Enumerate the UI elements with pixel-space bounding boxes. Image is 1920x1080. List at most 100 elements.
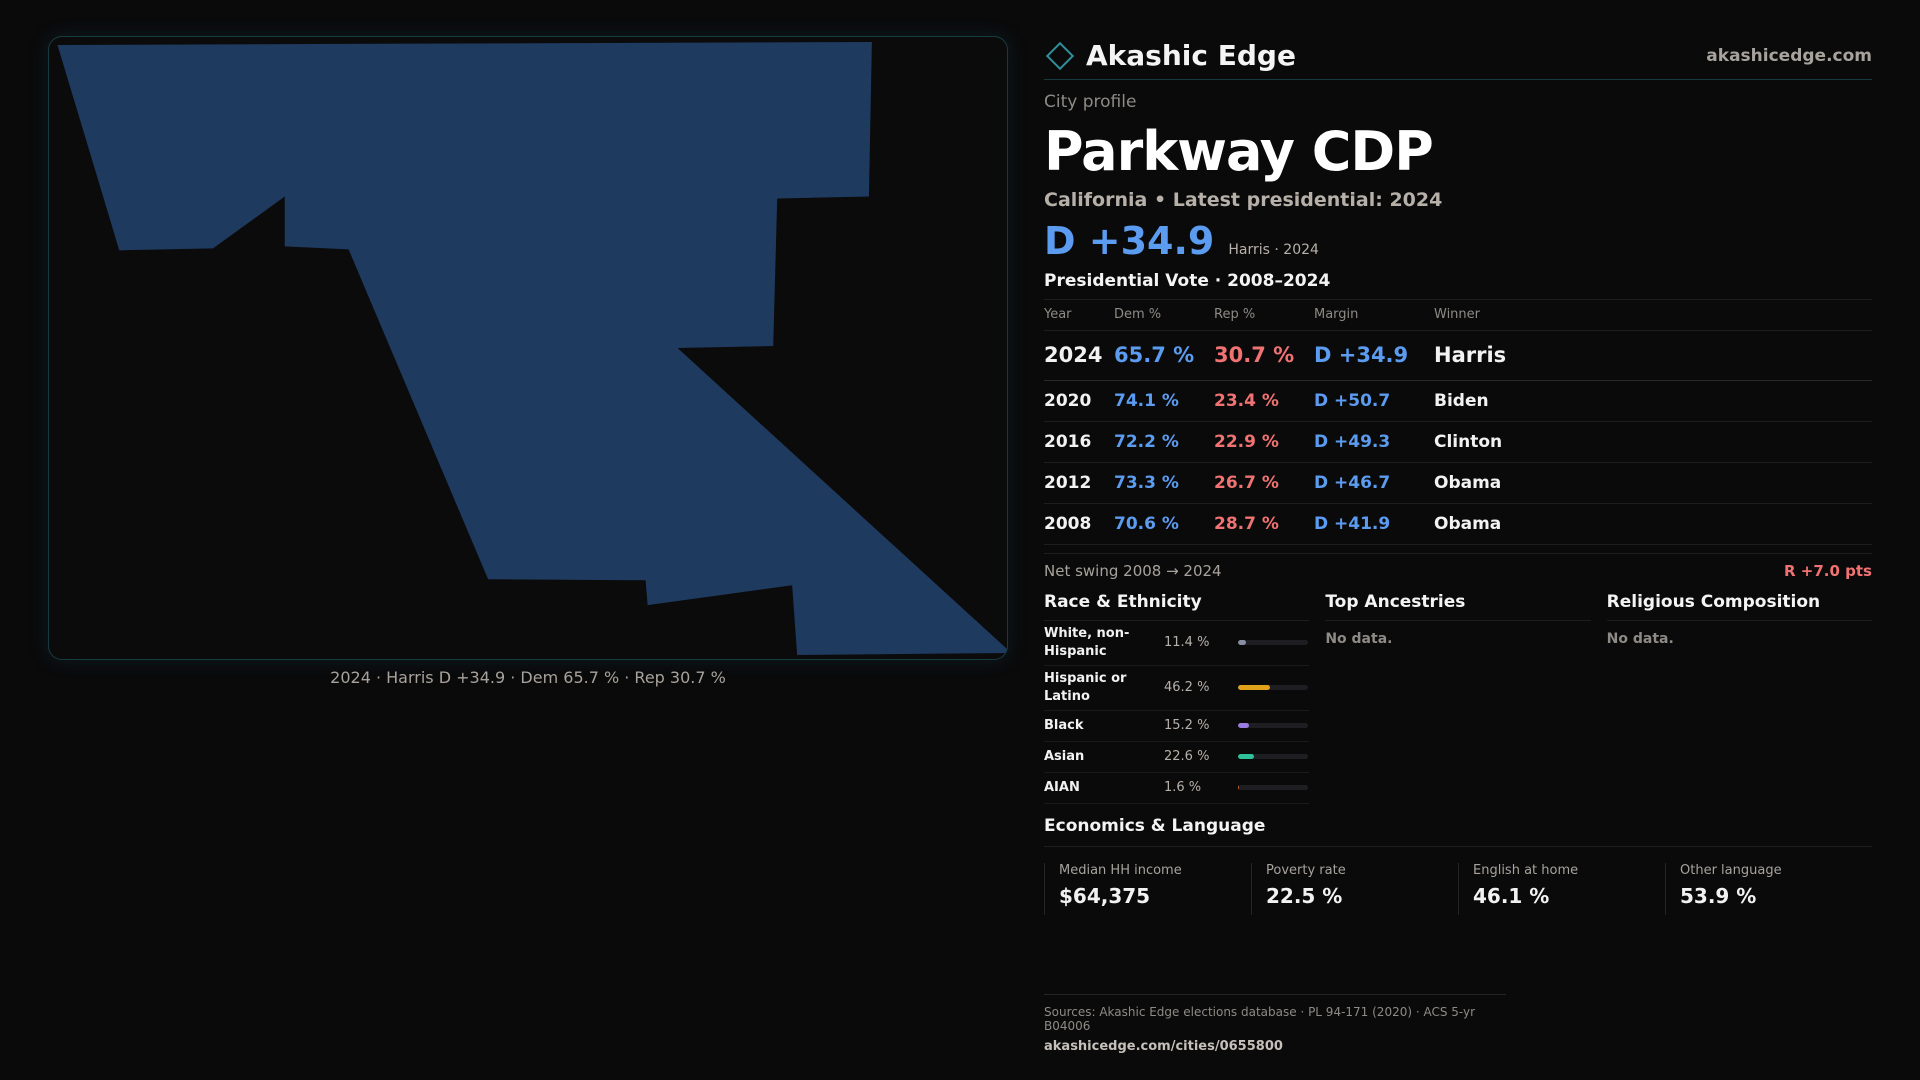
page-eyebrow: City profile: [1044, 92, 1137, 112]
econ-label: Other language: [1680, 862, 1782, 878]
econ-cell-english: English at home 46.1 %: [1458, 862, 1665, 915]
race-label: Black: [1044, 717, 1084, 733]
col-year: Year: [1044, 300, 1114, 331]
cell-dem: 65.7 %: [1114, 330, 1214, 381]
headline-margin-row: D +34.9 Harris · 2024: [1044, 219, 1872, 263]
econ-value: 53.9 %: [1680, 883, 1757, 908]
profile-panel: Akashic Edge akashicedge.com City profil…: [1044, 32, 1872, 915]
cell-winner: Biden: [1434, 380, 1872, 422]
cell-rep: 28.7 %: [1214, 503, 1314, 545]
table-row: 2020 74.1 % 23.4 % D +50.7 Biden: [1044, 380, 1872, 422]
cell-margin: D +34.9: [1314, 330, 1434, 381]
cell-winner: Clinton: [1434, 421, 1872, 463]
econ-label: English at home: [1473, 862, 1579, 878]
cell-rep: 26.7 %: [1214, 462, 1314, 504]
race-bar-track: [1238, 640, 1308, 645]
map-panel[interactable]: [48, 36, 1008, 660]
cell-year: 2024: [1044, 330, 1114, 381]
econ-cell-poverty: Poverty rate 22.5 %: [1251, 862, 1458, 915]
cell-year: 2008: [1044, 503, 1114, 545]
page-title: Parkway CDP: [1044, 120, 1434, 183]
race-pct: 11.4 %: [1164, 635, 1210, 650]
cell-margin: D +41.9: [1314, 503, 1434, 545]
race-label: Hispanic or Latino: [1044, 670, 1127, 704]
cell-rep: 22.9 %: [1214, 421, 1314, 463]
econ-value: 22.5 %: [1266, 883, 1343, 908]
cell-winner: Harris: [1434, 330, 1872, 381]
ancestries-section: Top Ancestries No data.: [1325, 592, 1591, 804]
page-subtitle: California • Latest presidential: 2024: [1044, 189, 1443, 211]
cell-winner: Obama: [1434, 462, 1872, 504]
brand-header: Akashic Edge akashicedge.com: [1044, 32, 1872, 80]
race-bar-fill: [1238, 640, 1246, 645]
city-boundary-map[interactable]: [49, 37, 1007, 659]
race-bar-track: [1238, 754, 1308, 759]
brand-name: Akashic Edge: [1086, 39, 1296, 72]
col-winner: Winner: [1434, 300, 1872, 331]
cell-year: 2016: [1044, 421, 1114, 463]
demographics-columns: Race & Ethnicity White, non-Hispanic 11.…: [1044, 592, 1872, 804]
cell-rep: 30.7 %: [1214, 330, 1314, 381]
econ-cell-other-language: Other language 53.9 %: [1665, 862, 1872, 915]
diamond-logo-icon: [1045, 41, 1075, 70]
cell-margin: D +46.7: [1314, 462, 1434, 504]
econ-value: 46.1 %: [1473, 883, 1550, 908]
headline-note: Harris · 2024: [1228, 242, 1319, 258]
footer-url-link[interactable]: akashicedge.com/cities/0655800: [1044, 1039, 1283, 1054]
race-pct: 15.2 %: [1164, 718, 1210, 733]
brand[interactable]: Akashic Edge: [1044, 39, 1296, 72]
headline-margin: D +34.9: [1044, 219, 1215, 263]
race-pct: 1.6 %: [1164, 780, 1202, 795]
cell-year: 2012: [1044, 462, 1114, 504]
econ-label: Median HH income: [1059, 862, 1182, 878]
race-row: Hispanic or Latino 46.2 %: [1044, 666, 1310, 711]
footer: Sources: Akashic Edge elections database…: [1044, 994, 1506, 1054]
brand-url-link[interactable]: akashicedge.com: [1706, 45, 1872, 66]
race-label: AIAN: [1044, 779, 1080, 795]
race-ethnicity-section: Race & Ethnicity White, non-Hispanic 11.…: [1044, 592, 1310, 804]
econ-value: $64,375: [1059, 883, 1151, 908]
race-bar-fill: [1238, 754, 1254, 759]
race-pct: 22.6 %: [1164, 749, 1210, 764]
race-row: White, non-Hispanic 11.4 %: [1044, 621, 1310, 666]
race-section-title: Race & Ethnicity: [1044, 592, 1310, 621]
race-label: White, non-Hispanic: [1044, 625, 1130, 659]
col-rep: Rep %: [1214, 300, 1314, 331]
race-bar-fill: [1238, 685, 1271, 690]
net-swing-row: Net swing 2008 → 2024 R +7.0 pts: [1044, 552, 1872, 580]
cell-dem: 70.6 %: [1114, 503, 1214, 545]
cell-rep: 23.4 %: [1214, 380, 1314, 422]
cell-winner: Obama: [1434, 503, 1872, 545]
city-boundary-shape[interactable]: [57, 41, 1007, 656]
cell-year: 2020: [1044, 380, 1114, 422]
col-margin: Margin: [1314, 300, 1434, 331]
table-row: 2016 72.2 % 22.9 % D +49.3 Clinton: [1044, 421, 1872, 463]
table-row: 2012 73.3 % 26.7 % D +46.7 Obama: [1044, 462, 1872, 504]
econ-cell-income: Median HH income $64,375: [1044, 862, 1251, 915]
net-swing-label: Net swing 2008 → 2024: [1044, 561, 1222, 580]
cell-dem: 74.1 %: [1114, 380, 1214, 422]
map-caption: 2024 · Harris D +34.9 · Dem 65.7 % · Rep…: [330, 668, 726, 687]
vote-table: Year Dem % Rep % Margin Winner 2024 65.7…: [1044, 300, 1872, 545]
economics-grid: Median HH income $64,375 Poverty rate 22…: [1044, 862, 1872, 915]
race-row: Asian 22.6 %: [1044, 742, 1310, 773]
religion-section-title: Religious Composition: [1606, 592, 1872, 621]
cell-margin: D +50.7: [1314, 380, 1434, 422]
vote-section-title: Presidential Vote · 2008–2024: [1044, 271, 1872, 300]
cell-margin: D +49.3: [1314, 421, 1434, 463]
race-bar-track: [1238, 723, 1308, 728]
race-label: Asian: [1044, 748, 1085, 764]
sources-text: Sources: Akashic Edge elections database…: [1044, 1005, 1476, 1033]
table-row: 2008 70.6 % 28.7 % D +41.9 Obama: [1044, 503, 1872, 545]
race-row: AIAN 1.6 %: [1044, 773, 1310, 804]
religion-section: Religious Composition No data.: [1606, 592, 1872, 804]
race-bar-fill: [1238, 723, 1249, 728]
race-pct: 46.2 %: [1164, 680, 1210, 695]
race-bar-fill: [1238, 785, 1240, 790]
col-dem: Dem %: [1114, 300, 1214, 331]
vote-table-header: Year Dem % Rep % Margin Winner: [1044, 300, 1872, 331]
race-bar-track: [1238, 785, 1308, 790]
ancestries-empty: No data.: [1325, 630, 1393, 647]
economics-section-title: Economics & Language: [1044, 816, 1872, 847]
econ-label: Poverty rate: [1266, 862, 1346, 878]
